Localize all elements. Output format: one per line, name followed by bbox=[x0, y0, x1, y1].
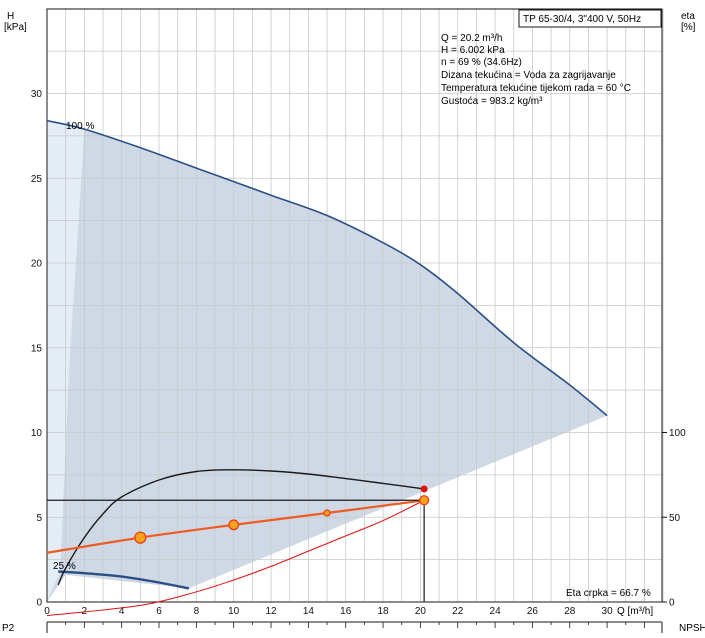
text-layer: H [kPa] eta [%] Q [m³/h] P2 NPSH 100 % 2… bbox=[2, 9, 705, 634]
x-tick-label: 8 bbox=[194, 606, 200, 617]
axes: 0 2 4 6 8 10 12 14 16 18 20 22 24 26 28 300510152025300… bbox=[31, 8, 686, 633]
x-tick-label: 14 bbox=[303, 606, 315, 617]
x-tick-label: 4 bbox=[119, 606, 125, 617]
plot-frame bbox=[46, 8, 663, 603]
system-curve-point bbox=[134, 531, 147, 544]
info-line: Temperatura tekućine tijekom rada = 60 °… bbox=[441, 83, 631, 94]
x-tick-label: 30 bbox=[602, 606, 614, 617]
x-tick-label: 18 bbox=[377, 606, 389, 617]
info-line: Q = 20.2 m³/h bbox=[441, 33, 502, 44]
y-tick-label: 5 bbox=[36, 513, 42, 524]
title-box bbox=[518, 9, 662, 28]
grid bbox=[46, 8, 664, 603]
x-axis-label: Q [m³/h] bbox=[617, 606, 653, 617]
y-tick-label: 25 bbox=[31, 174, 43, 185]
h-curve-25 bbox=[58, 570, 190, 590]
x-tick-label: 6 bbox=[156, 606, 162, 617]
y-tick-label: 15 bbox=[31, 343, 43, 354]
y-tick-label: 10 bbox=[31, 428, 43, 439]
y-axis-left-unit-label: [kPa] bbox=[4, 22, 27, 33]
eta-duty-point bbox=[420, 485, 428, 493]
y-axis-right-top-label: eta bbox=[681, 11, 695, 22]
x-tick-label: 26 bbox=[527, 606, 539, 617]
p2-label: P2 bbox=[2, 623, 15, 633]
x-tick-label: 28 bbox=[564, 606, 576, 617]
eta-tick-label: 0 bbox=[669, 598, 675, 609]
markers bbox=[134, 485, 430, 544]
eta-tick-label: 100 bbox=[669, 428, 686, 439]
system-curve-point bbox=[228, 519, 240, 531]
info-line: Gustoća = 983.2 kg/m³ bbox=[441, 96, 543, 107]
chart-title: TP 65-30/4, 3"400 V, 50Hz bbox=[523, 14, 641, 25]
h-curve-100 bbox=[46, 119, 608, 417]
eta-pump-label: Eta crpka = 66.7 % bbox=[566, 588, 651, 599]
curve-100-label: 100 % bbox=[66, 121, 94, 132]
curves bbox=[46, 119, 608, 617]
y-tick-label: 0 bbox=[36, 598, 42, 609]
x-tick-label: 20 bbox=[415, 606, 427, 617]
info-line: Dizana tekućina = Voda za zagrijavanje bbox=[441, 70, 616, 81]
x-tick-label: 0 bbox=[44, 606, 50, 617]
duty-point bbox=[418, 495, 430, 506]
x-tick-label: 10 bbox=[228, 606, 240, 617]
curve-25-label: 25 % bbox=[53, 561, 76, 572]
x-tick-label: 16 bbox=[340, 606, 352, 617]
y-tick-label: 20 bbox=[31, 259, 43, 270]
y-axis-left-top-label: H bbox=[7, 11, 14, 22]
x-tick-label: 22 bbox=[452, 606, 464, 617]
x-tick-label: 12 bbox=[265, 606, 277, 617]
eta-tick-label: 50 bbox=[669, 513, 681, 524]
y-axis-right-unit-label: [%] bbox=[681, 22, 696, 33]
npsh-label: NPSH bbox=[679, 623, 705, 633]
eta-curve bbox=[57, 469, 425, 586]
power-curve bbox=[46, 499, 425, 617]
system-curve-point bbox=[323, 509, 331, 517]
info-line: n = 69 % (34.6Hz) bbox=[441, 57, 522, 68]
x-tick-label: 24 bbox=[490, 606, 502, 617]
y-tick-label: 30 bbox=[31, 89, 43, 100]
info-line: H = 6.002 kPa bbox=[441, 45, 505, 56]
